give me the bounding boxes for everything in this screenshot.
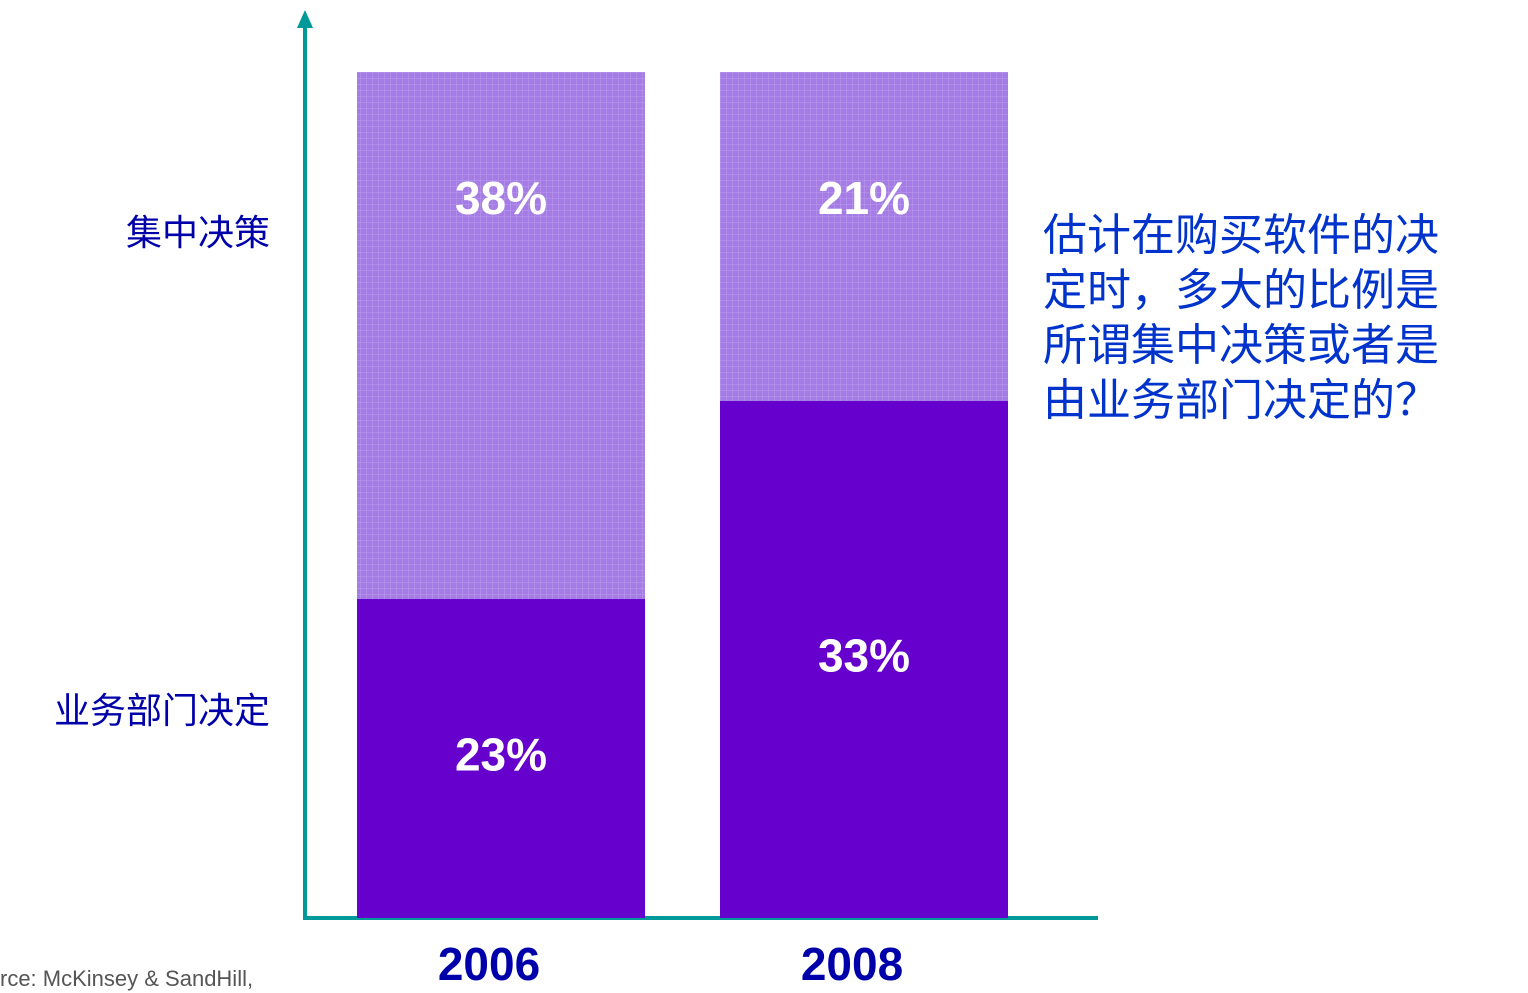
y-axis-arrow (297, 10, 313, 28)
annotation: 估计在购买软件的决 (1043, 210, 1439, 261)
value-label: 38% (455, 172, 547, 224)
series-label: 集中决策 (126, 213, 270, 254)
series-label: 业务部门决定 (54, 691, 270, 732)
value-label: 21% (818, 172, 910, 224)
bar-segment (357, 599, 645, 918)
source: rce: McKinsey & SandHill, (0, 966, 253, 991)
value-label: 33% (818, 630, 910, 682)
texture (357, 72, 645, 600)
annotation: 由业务部门决定的？ (1043, 375, 1439, 426)
texture (720, 72, 1008, 401)
annotation: 所谓集中决策或者是 (1043, 320, 1439, 371)
x-tick-label: 2008 (801, 938, 903, 990)
x-tick-label: 2006 (438, 938, 540, 990)
value-label: 23% (455, 729, 547, 781)
bar-segment (720, 401, 1008, 918)
annotation: 定时，多大的比例是 (1043, 265, 1439, 316)
